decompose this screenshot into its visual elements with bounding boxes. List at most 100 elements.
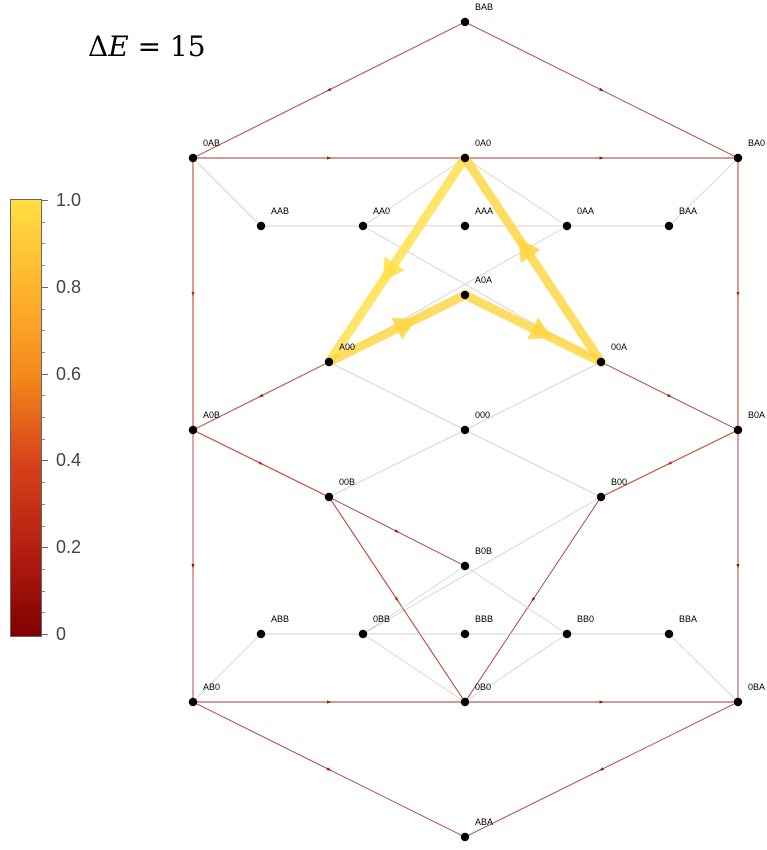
colorbar-minor-tick: [42, 612, 45, 614]
node-0B0: [460, 697, 470, 707]
node-label: AB0: [203, 682, 220, 692]
edge-arrow-0A0-BA0: [599, 156, 605, 160]
node-label: B0A: [748, 410, 765, 420]
edge-arrow-0AB-0A0: [327, 156, 332, 160]
node-0AB: [188, 153, 198, 163]
edge-arrow-0BA-ABA: [598, 767, 604, 771]
node-label: ABA: [475, 817, 493, 827]
edge-arrowhead-A00-A0A: [391, 317, 417, 340]
edge-arrow-A0B-AB0: [191, 564, 195, 569]
edge-BB0-0B0: [464, 633, 568, 703]
node-label: 0AA: [577, 206, 594, 216]
edge-0A0-0AA: [464, 157, 568, 227]
node-B0B: [460, 561, 470, 571]
node-label: ABB: [271, 614, 289, 624]
edge-arrow-A00-A0B: [258, 393, 264, 398]
edge-arrow-A0B-00B: [258, 461, 264, 465]
edge-arrow-00B-B0B: [394, 529, 400, 533]
colorbar-major-tick: [42, 460, 48, 462]
node-label: 0AB: [203, 138, 220, 148]
node-label: AAB: [271, 206, 289, 216]
edge-arrow-BA0-B0A: [736, 292, 740, 297]
node-label: BA0: [748, 138, 765, 148]
colorbar-tick-label: 0.2: [56, 537, 82, 558]
colorbar-minor-tick: [42, 590, 45, 592]
edge-arrowhead-00A-0A0: [518, 238, 541, 264]
edge-arrow-B0A-B00: [666, 461, 672, 465]
colorbar-major-tick: [42, 634, 48, 635]
node-BBA: [664, 629, 674, 639]
node-label: BAB: [475, 2, 493, 12]
node-AAB: [256, 221, 266, 231]
node-label: BBA: [679, 614, 697, 624]
node-label: BAA: [679, 206, 697, 216]
colorbar-tick-label: 0.6: [56, 363, 82, 384]
node-label: BBB: [475, 614, 493, 624]
edge-arrow-BAB-0AB: [326, 87, 332, 92]
colorbar-minor-tick: [42, 417, 45, 418]
node-B00: [596, 492, 606, 502]
node-label: 00B: [339, 477, 355, 487]
node-label: AA0: [373, 206, 390, 216]
node-0BA: [733, 697, 743, 707]
node-label: 0BB: [373, 614, 390, 624]
node-AA0: [358, 221, 368, 231]
node-00B: [324, 492, 334, 502]
node-AAA: [460, 221, 470, 231]
node-BBB: [460, 629, 470, 639]
node-label: A0A: [475, 275, 492, 285]
node-0BB: [358, 629, 368, 639]
edge-00A-0A0: [460, 153, 606, 367]
node-A0B: [188, 425, 198, 435]
colorbar-major-tick: [42, 373, 48, 375]
colorbar-tick-label: 1.0: [56, 190, 82, 210]
edge-B0B-0BB: [362, 565, 466, 635]
colorbar-minor-tick: [42, 308, 45, 310]
edge-B0B-BB0: [464, 565, 568, 635]
edge-A00-000: [328, 361, 466, 431]
node-label: A00: [339, 342, 355, 352]
edge-arrowhead-0A0-A00: [382, 256, 405, 282]
edge-arrow-00B-0B0: [394, 597, 399, 602]
edge-arrow-BAB-BA0: [599, 87, 605, 92]
title-variable: E: [108, 30, 129, 63]
edge-arrow-B00-0B0: [531, 597, 536, 602]
edge-arrow-B0A-0BA: [736, 564, 740, 569]
colorbar-minor-tick: [42, 482, 45, 484]
node-ABB: [256, 629, 266, 639]
colorbar-major-tick: [42, 547, 48, 549]
node-label: 0A0: [475, 138, 491, 148]
node-label: BB0: [577, 614, 594, 624]
colorbar-minor-tick: [42, 525, 45, 527]
title-delta: Δ: [88, 30, 109, 63]
colorbar-tick-label: 0: [56, 624, 67, 644]
node-A0A: [460, 290, 470, 300]
node-label: 0BA: [748, 682, 765, 692]
colorbar-tick-label: 0.4: [56, 450, 82, 471]
title-value: = 15: [128, 30, 206, 63]
colorbar-minor-tick: [42, 438, 45, 440]
node-AB0: [188, 697, 198, 707]
node-BB0: [562, 629, 572, 639]
node-label: 000: [475, 410, 490, 420]
colorbar-minor-tick: [42, 568, 45, 570]
node-BAA: [664, 221, 674, 231]
node-label: AAA: [475, 206, 493, 216]
edge-arrow-AB0-0B0: [327, 700, 332, 704]
colorbar-minor-tick: [42, 265, 45, 267]
colorbar-minor-tick: [42, 330, 45, 332]
edge-0A0-AA0: [362, 157, 466, 227]
edge-BA0-BAA: [668, 157, 739, 227]
edge-000-B00: [464, 429, 602, 498]
colorbar-major-tick: [42, 200, 48, 201]
colorbar-minor-tick: [42, 243, 45, 245]
edge-arrow-0AB-A0B: [191, 292, 195, 297]
node-ABA: [460, 832, 470, 842]
edge-0BB-0B0: [362, 633, 466, 703]
colorbar-minor-tick: [42, 503, 45, 505]
edge-000-00B: [328, 429, 466, 498]
edge-0AB-AAB: [192, 157, 262, 227]
delta-e-title: ΔE = 15: [88, 30, 206, 63]
colorbar-tick-label: 0.8: [56, 276, 82, 297]
